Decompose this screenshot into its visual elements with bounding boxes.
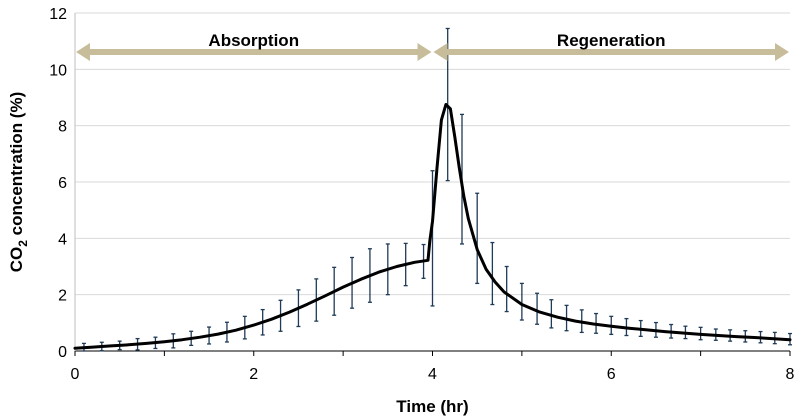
phase-arrows: Absorption Regeneration	[76, 31, 789, 61]
y-tick-label: 8	[58, 119, 67, 136]
x-tick-label: 0	[71, 366, 80, 383]
y-tick-label: 6	[58, 175, 67, 192]
error-bars	[81, 27, 792, 352]
phase-arrow	[76, 43, 432, 61]
phase-label: Regeneration	[557, 31, 666, 50]
x-tick-label: 4	[428, 366, 437, 383]
y-axis-title: CO2 concentration (%)	[7, 92, 30, 272]
series-line	[73, 103, 792, 350]
x-tick-labels: 0 2 4 6 8	[71, 351, 795, 383]
y-tick-label: 10	[49, 62, 67, 79]
x-tick-label: 8	[786, 366, 795, 383]
y-tick-label: 12	[49, 6, 67, 23]
x-axis-title: Time (hr)	[396, 397, 468, 416]
x-tick-label: 2	[249, 366, 258, 383]
y-tick-labels: 0 2 4 6 8 10 12	[49, 6, 67, 361]
series	[73, 103, 792, 350]
x-tick-label: 6	[607, 366, 616, 383]
y-tick-label: 4	[58, 231, 67, 248]
phase-arrow	[433, 43, 789, 61]
phase-label: Absorption	[208, 31, 299, 50]
y-tick-label: 2	[58, 288, 67, 305]
y-tick-label: 0	[58, 344, 67, 361]
